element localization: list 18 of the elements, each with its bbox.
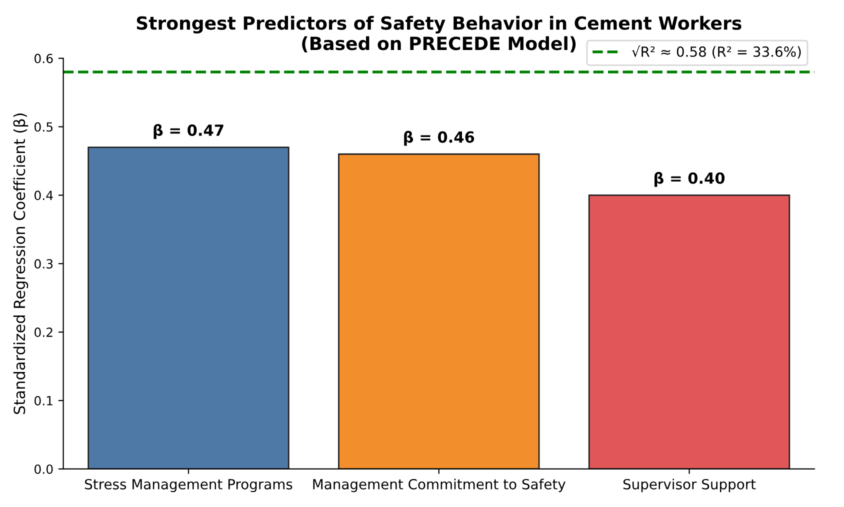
data-label: β = 0.40 — [654, 172, 725, 187]
bar — [588, 194, 790, 469]
y-tick-label: 0.0 — [34, 464, 53, 474]
y-tick-label: 0.6 — [34, 54, 53, 64]
y-tick-label: 0.2 — [34, 328, 52, 338]
bar — [338, 153, 540, 469]
y-tick-label: 0.4 — [34, 190, 53, 200]
bar — [88, 146, 290, 469]
x-tick-label: Supervisor Support — [623, 478, 756, 492]
x-tick-label: Stress Management Programs — [84, 478, 292, 492]
y-tick-label: 0.1 — [34, 396, 52, 406]
data-label: β = 0.47 — [154, 124, 224, 139]
data-label: β = 0.46 — [404, 130, 474, 146]
x-tick-label: Management Commitment to Safety — [313, 478, 566, 492]
y-tick-label: 0.3 — [34, 259, 53, 269]
y-axis-title: Standardized Regression Coefficient (β) — [13, 114, 28, 414]
legend-label: √R² ≈ 0.58 (R² = 33.6%) — [632, 45, 801, 59]
y-tick-label: 0.5 — [34, 122, 52, 132]
